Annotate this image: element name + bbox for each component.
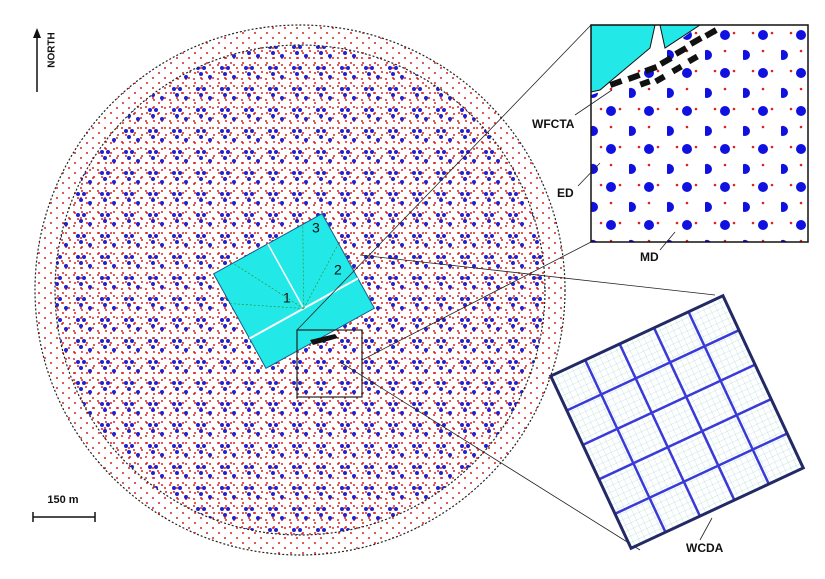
md-label: MD — [640, 250, 659, 264]
wcda-inset — [548, 293, 806, 551]
north-arrow-head — [33, 28, 41, 38]
detail-inset — [591, 25, 808, 242]
zoom-line — [359, 254, 716, 296]
leader — [574, 89, 613, 116]
zoom-line — [296, 24, 592, 331]
pond-label: 3 — [312, 220, 320, 236]
leader — [659, 231, 676, 251]
zoom-box — [296, 329, 363, 398]
zoom-line — [361, 241, 592, 361]
zoom-line — [339, 361, 641, 551]
wfcta-telescopes — [310, 334, 338, 345]
scale-bar — [32, 512, 96, 522]
wfcta-label: WFCTA — [532, 117, 575, 131]
leader — [577, 162, 601, 187]
leader — [699, 517, 713, 541]
pond-label: 1 — [283, 290, 291, 306]
inset-frame — [590, 24, 809, 243]
scale-label: 150 m — [47, 494, 78, 506]
ed-label: ED — [557, 186, 574, 200]
wcda-label: WCDA — [686, 541, 724, 555]
north-label: NORTH — [47, 32, 58, 68]
pond-label: 2 — [334, 262, 342, 278]
